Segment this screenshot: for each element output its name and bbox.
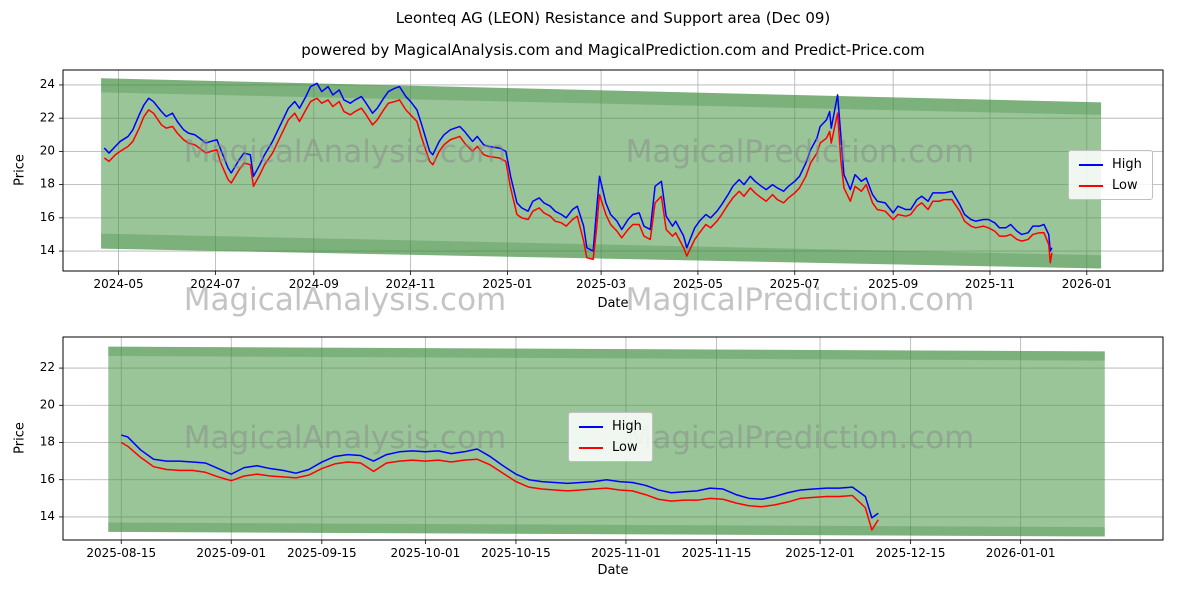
- legend-label-low: Low: [612, 440, 638, 455]
- top-y-axis-label: Price: [12, 154, 28, 186]
- high-line-swatch: [579, 425, 603, 428]
- bottom-chart-legend: High Low: [568, 412, 653, 462]
- top-x-axis-label: Date: [597, 296, 629, 311]
- high-line-swatch: [1079, 163, 1103, 166]
- legend-label-low: Low: [1112, 178, 1138, 193]
- legend-item-low: Low: [579, 440, 642, 455]
- low-line-swatch: [1079, 184, 1103, 187]
- legend-item-high: High: [1079, 157, 1142, 172]
- low-line-swatch: [579, 446, 603, 449]
- legend-label-high: High: [612, 419, 642, 434]
- top-chart-legend: High Low: [1068, 150, 1153, 200]
- legend-item-low: Low: [1079, 178, 1142, 193]
- chart-title: Leonteq AG (LEON) Resistance and Support…: [395, 9, 831, 27]
- chart-subtitle: powered by MagicalAnalysis.com and Magic…: [301, 41, 925, 59]
- legend-item-high: High: [579, 419, 642, 434]
- bottom-x-axis-label: Date: [597, 563, 629, 578]
- bottom-y-axis-label: Price: [12, 422, 28, 454]
- legend-label-high: High: [1112, 157, 1142, 172]
